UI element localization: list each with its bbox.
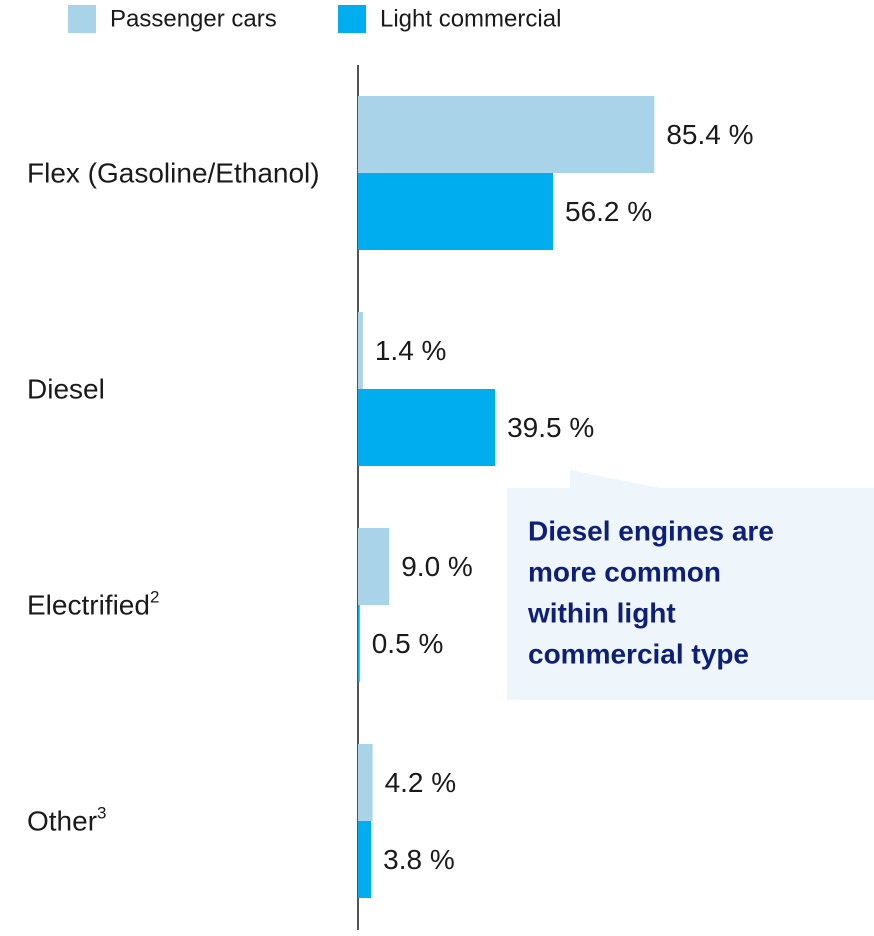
value-label: 39.5 %	[507, 412, 594, 443]
category-label: Electrified2	[27, 585, 342, 626]
bar	[358, 96, 655, 173]
category-text: Electrified	[27, 589, 150, 621]
value-label: 56.2 %	[565, 196, 652, 227]
category-text: Other	[27, 805, 98, 837]
bar	[358, 312, 363, 389]
value-label: 9.0 %	[401, 551, 473, 582]
category-label: Diesel	[27, 369, 342, 410]
bar	[358, 389, 496, 466]
legend-label: Passenger cars	[110, 5, 277, 32]
annotation-text: commercial type	[528, 638, 749, 669]
category-text: Flex (Gasoline/Ethanol)	[27, 157, 320, 189]
legend-swatch	[338, 5, 366, 33]
category-text: Diesel	[27, 373, 105, 405]
footnote-marker: 2	[149, 587, 160, 607]
legend-label: Light commercial	[380, 5, 561, 32]
footnote-marker: 3	[97, 803, 107, 823]
legend-swatch	[68, 5, 96, 33]
annotation-box	[507, 470, 874, 700]
annotation-text: more common	[528, 556, 721, 587]
bar	[358, 605, 360, 682]
category-label: Flex (Gasoline/Ethanol)	[27, 153, 342, 194]
bar	[358, 821, 372, 898]
category-label: Other3	[27, 801, 342, 842]
bar	[358, 528, 390, 605]
value-label: 4.2 %	[385, 767, 457, 798]
bar	[358, 744, 373, 821]
value-label: 3.8 %	[383, 844, 455, 875]
annotation-text: Diesel engines are	[528, 515, 774, 546]
value-label: 1.4 %	[375, 335, 447, 366]
value-label: 85.4 %	[666, 119, 753, 150]
annotation-text: within light	[527, 597, 676, 628]
bar	[358, 173, 554, 250]
value-label: 0.5 %	[372, 628, 444, 659]
